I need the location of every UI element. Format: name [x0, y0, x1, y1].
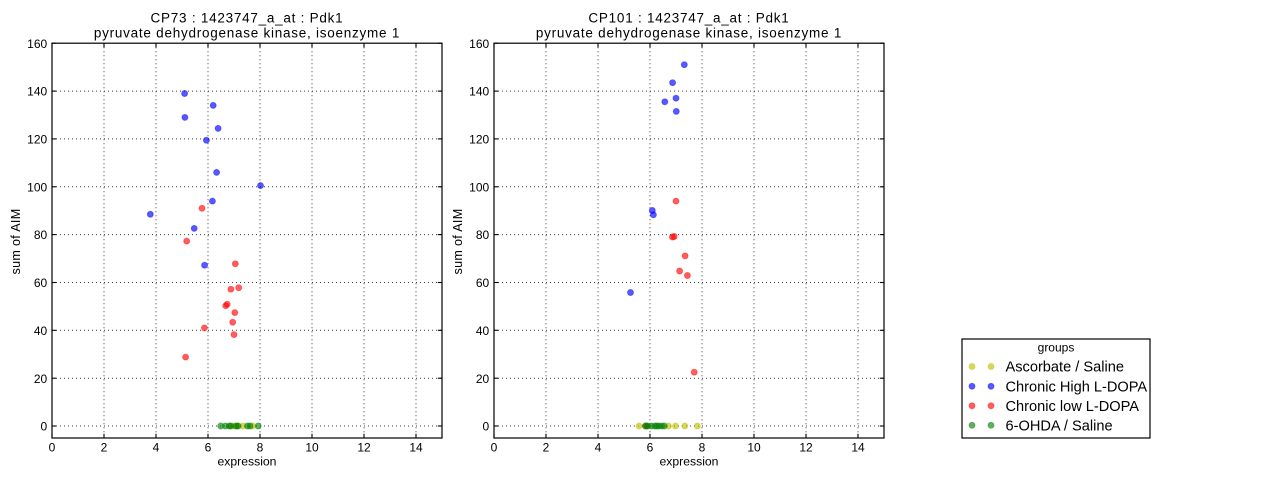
svg-text:40: 40 — [476, 324, 490, 338]
svg-text:60: 60 — [476, 276, 490, 290]
svg-text:expression: expression — [660, 455, 719, 469]
svg-text:Chronic High L-DOPA: Chronic High L-DOPA — [1006, 379, 1148, 395]
svg-text:pyruvate dehydrogenase kinase,: pyruvate dehydrogenase kinase, isoenzyme… — [94, 25, 400, 40]
svg-text:14: 14 — [851, 441, 865, 455]
svg-text:8: 8 — [257, 441, 264, 455]
svg-text:4: 4 — [153, 441, 160, 455]
svg-text:0: 0 — [49, 441, 56, 455]
svg-text:8: 8 — [699, 441, 706, 455]
svg-text:160: 160 — [469, 37, 489, 51]
svg-text:12: 12 — [357, 441, 371, 455]
svg-text:140: 140 — [27, 85, 47, 99]
svg-text:CP101 : 1423747_a_at : Pdk1: CP101 : 1423747_a_at : Pdk1 — [588, 11, 789, 26]
svg-text:100: 100 — [27, 180, 47, 194]
svg-text:2: 2 — [101, 441, 108, 455]
svg-text:expression: expression — [218, 455, 277, 469]
svg-text:groups: groups — [1038, 341, 1075, 355]
svg-text:120: 120 — [469, 133, 489, 147]
svg-text:60: 60 — [34, 276, 48, 290]
svg-text:pyruvate dehydrogenase kinase,: pyruvate dehydrogenase kinase, isoenzyme… — [536, 25, 842, 40]
svg-text:140: 140 — [469, 85, 489, 99]
svg-text:10: 10 — [305, 441, 319, 455]
svg-text:CP73 : 1423747_a_at : Pdk1: CP73 : 1423747_a_at : Pdk1 — [151, 11, 344, 26]
svg-text:12: 12 — [799, 441, 813, 455]
svg-text:0: 0 — [483, 420, 490, 434]
svg-text:6: 6 — [205, 441, 212, 455]
svg-text:100: 100 — [469, 180, 489, 194]
svg-text:10: 10 — [747, 441, 761, 455]
svg-text:Ascorbate / Saline: Ascorbate / Saline — [1006, 360, 1124, 376]
svg-text:120: 120 — [27, 133, 47, 147]
svg-text:Chronic low L-DOPA: Chronic low L-DOPA — [1006, 399, 1140, 415]
svg-text:4: 4 — [595, 441, 602, 455]
svg-text:sum of AIM: sum of AIM — [451, 209, 465, 275]
svg-text:160: 160 — [27, 37, 47, 51]
svg-text:20: 20 — [476, 372, 490, 386]
svg-text:6: 6 — [647, 441, 654, 455]
svg-text:6-OHDA / Saline: 6-OHDA / Saline — [1006, 418, 1113, 434]
svg-text:sum of AIM: sum of AIM — [9, 209, 23, 275]
svg-text:40: 40 — [34, 324, 48, 338]
svg-text:0: 0 — [491, 441, 498, 455]
svg-text:2: 2 — [543, 441, 550, 455]
svg-text:80: 80 — [476, 228, 490, 242]
svg-text:20: 20 — [34, 372, 48, 386]
svg-text:80: 80 — [34, 228, 48, 242]
svg-text:0: 0 — [41, 420, 48, 434]
svg-text:14: 14 — [409, 441, 423, 455]
